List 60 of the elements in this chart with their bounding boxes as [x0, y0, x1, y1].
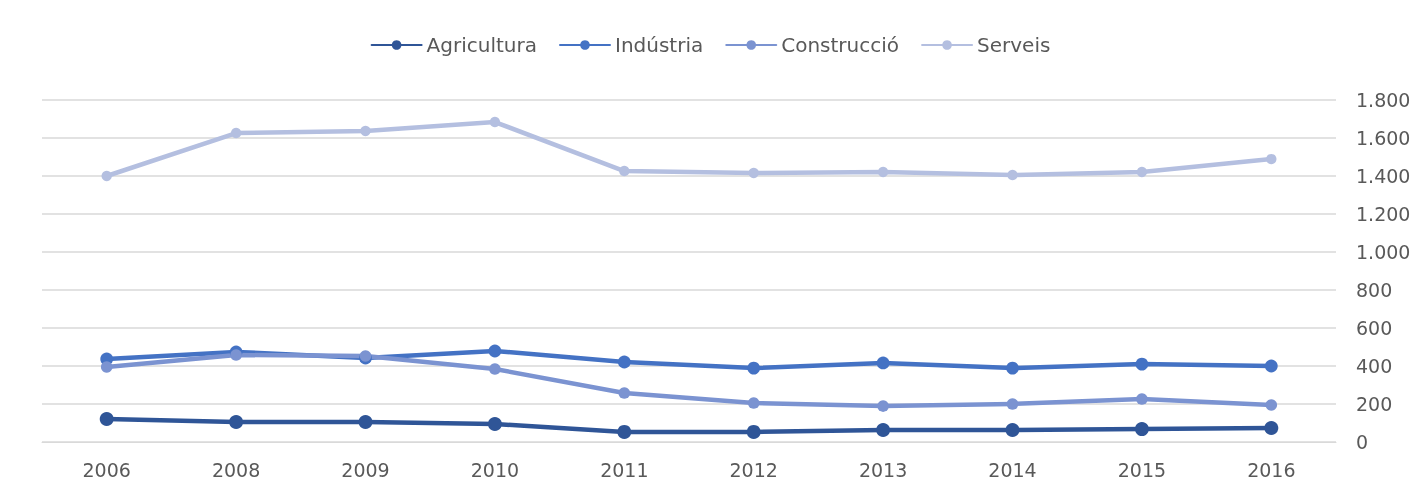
point: [100, 361, 113, 373]
point: [1134, 422, 1149, 437]
point: [489, 116, 501, 128]
point: [877, 400, 889, 412]
point: [1007, 169, 1018, 181]
point: [1266, 153, 1277, 165]
point: [1264, 359, 1278, 373]
x-tick-label: 2012: [729, 458, 778, 481]
point: [1135, 357, 1149, 371]
point: [487, 416, 502, 431]
point: [617, 424, 632, 439]
x-tick-label: 2010: [470, 458, 520, 481]
point: [876, 356, 890, 370]
y-tick-label: 0: [1356, 431, 1369, 453]
point: [488, 344, 502, 358]
point: [1136, 166, 1148, 178]
y-tick-label: 1.800: [1356, 89, 1411, 111]
y-tick-label: 1.200: [1356, 203, 1411, 225]
x-tick-label: 2009: [341, 458, 390, 481]
x-tick-label: 2016: [1247, 458, 1296, 481]
point: [1005, 423, 1020, 438]
legend-label: Serveis: [977, 33, 1051, 57]
point: [230, 349, 242, 361]
x-tick-label: 2014: [988, 458, 1037, 481]
legend-label: Agricultura: [426, 33, 537, 57]
point: [747, 397, 760, 409]
point: [1136, 393, 1148, 405]
x-tick-label: 2013: [858, 458, 908, 481]
point: [1265, 399, 1278, 411]
point: [619, 165, 630, 177]
point: [1006, 361, 1019, 375]
point: [489, 363, 501, 375]
point: [877, 166, 889, 178]
point: [360, 125, 371, 137]
point: [748, 167, 759, 179]
y-tick-label: 600: [1356, 317, 1393, 339]
point: [876, 423, 891, 438]
y-tick-label: 1.400: [1356, 165, 1411, 187]
point: [746, 424, 761, 439]
legend-label: Construcció: [781, 33, 900, 57]
point: [99, 412, 114, 427]
legend-label: Indústria: [614, 33, 704, 57]
point: [618, 387, 631, 399]
y-tick-label: 800: [1356, 279, 1393, 301]
point: [617, 355, 631, 369]
x-tick-label: 2015: [1117, 458, 1167, 481]
point: [747, 361, 761, 375]
point: [1264, 420, 1279, 435]
y-tick-label: 1.000: [1356, 241, 1411, 263]
point: [229, 415, 244, 430]
y-tick-label: 400: [1356, 355, 1393, 377]
point: [230, 127, 242, 139]
y-tick-label: 200: [1356, 393, 1393, 415]
y-tick-label: 1.600: [1356, 127, 1411, 149]
point: [1006, 398, 1019, 410]
x-tick-label: 2011: [600, 458, 649, 481]
point: [358, 415, 373, 430]
point: [101, 170, 112, 182]
x-tick-label: 2008: [211, 458, 261, 481]
x-tick-label: 2006: [82, 458, 131, 481]
